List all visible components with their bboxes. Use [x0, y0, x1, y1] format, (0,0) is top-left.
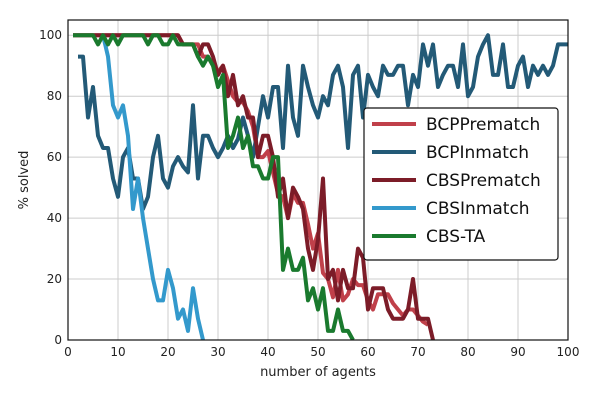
y-tick-label: 60 [47, 150, 62, 164]
series-line-bcpinmatch [78, 33, 568, 211]
x-tick-label: 90 [510, 345, 525, 359]
x-tick-label: 10 [110, 345, 125, 359]
legend: BCPPrematch BCPInmatch CBSPrematch CBSInmat… [363, 107, 559, 261]
series-line-cbs-ta [73, 33, 355, 340]
x-tick-label: 30 [210, 345, 225, 359]
x-axis-ticks: 0 10 20 30 40 50 60 70 80 90 100 [64, 345, 579, 359]
y-tick-label: 0 [54, 333, 62, 347]
y-tick-label: 20 [47, 272, 62, 286]
legend-label-cbsinmatch: CBSInmatch [426, 199, 530, 219]
y-tick-label: 80 [47, 89, 62, 103]
series-line-cbsprematch [73, 33, 435, 340]
y-tick-label: 40 [47, 211, 62, 225]
x-tick-label: 20 [160, 345, 175, 359]
x-tick-label: 60 [360, 345, 375, 359]
x-tick-label: 80 [460, 345, 475, 359]
plot-frame [67, 19, 569, 341]
legend-label-cbsprematch: CBSPrematch [426, 171, 541, 191]
series-line-cbsinmatch [101, 34, 205, 340]
x-axis-label: number of agents [260, 365, 376, 380]
y-axis-ticks: 0 20 40 60 80 100 [39, 28, 62, 347]
x-tick-label: 50 [310, 345, 325, 359]
x-tick-label: 100 [557, 345, 580, 359]
x-tick-label: 40 [260, 345, 275, 359]
legend-label-bcpprematch: BCPPrematch [426, 115, 540, 135]
x-tick-label: 70 [410, 345, 425, 359]
series-layer [73, 33, 568, 340]
y-tick-label: 100 [39, 28, 62, 42]
legend-label-bcpinmatch: BCPInmatch [426, 143, 529, 163]
x-tick-label: 0 [64, 345, 72, 359]
y-axis-label: % solved [17, 151, 32, 210]
legend-box [363, 107, 559, 261]
legend-label-cbs-ta: CBS-TA [426, 227, 486, 247]
